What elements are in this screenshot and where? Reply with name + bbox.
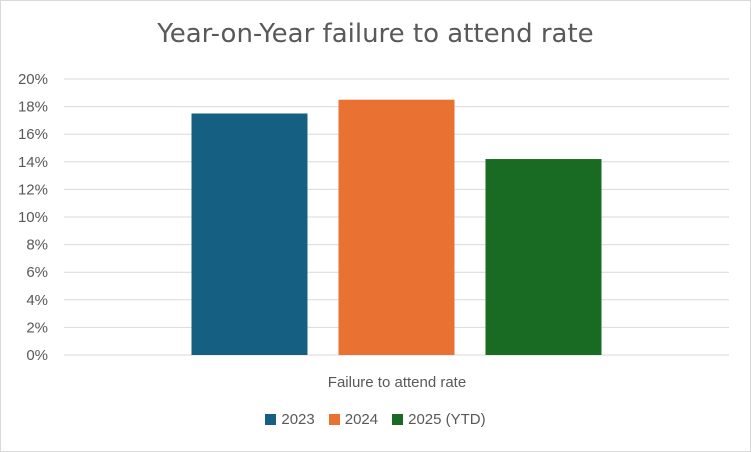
x-category-label: Failure to attend rate [328, 374, 466, 391]
y-tick-label: 10% [18, 209, 48, 226]
legend-swatch [392, 414, 404, 425]
legend-label: 2024 [344, 411, 379, 428]
y-tick-label: 12% [18, 181, 48, 198]
bar-2024 [338, 99, 455, 355]
bars [191, 99, 602, 355]
y-tick-label: 14% [18, 154, 48, 171]
y-tick-label: 8% [26, 237, 48, 254]
legend-label: 2023 [281, 411, 315, 428]
legend-item: 2025 (YTD) [392, 411, 486, 428]
y-tick-label: 0% [26, 347, 48, 364]
y-tick-label: 4% [26, 292, 48, 309]
y-tick-label: 2% [26, 319, 48, 336]
bar-chart-plot: 0% 2% 4% 6% 8% 10% 12% 14% 16% 18% 20% Failure to … [18, 71, 729, 391]
legend-label: 2025 (YTD) [408, 411, 486, 428]
legend-item: 2023 [265, 411, 315, 428]
chart-legend: 2023 2024 2025 (YTD) [1, 411, 750, 428]
bar-2023 [191, 113, 308, 355]
y-axis-ticks: 0% 2% 4% 6% 8% 10% 12% 14% 16% 18% 20% [18, 71, 48, 364]
legend-swatch [265, 414, 277, 425]
chart-title: Year-on-Year failure to attend rate [157, 19, 594, 49]
y-tick-label: 18% [18, 99, 48, 116]
y-tick-label: 16% [18, 126, 48, 143]
legend-item: 2024 [328, 411, 379, 428]
legend-swatch [328, 414, 340, 425]
y-tick-label: 20% [18, 71, 48, 88]
bar-2025-ytd [485, 159, 602, 355]
y-tick-label: 6% [26, 264, 48, 281]
